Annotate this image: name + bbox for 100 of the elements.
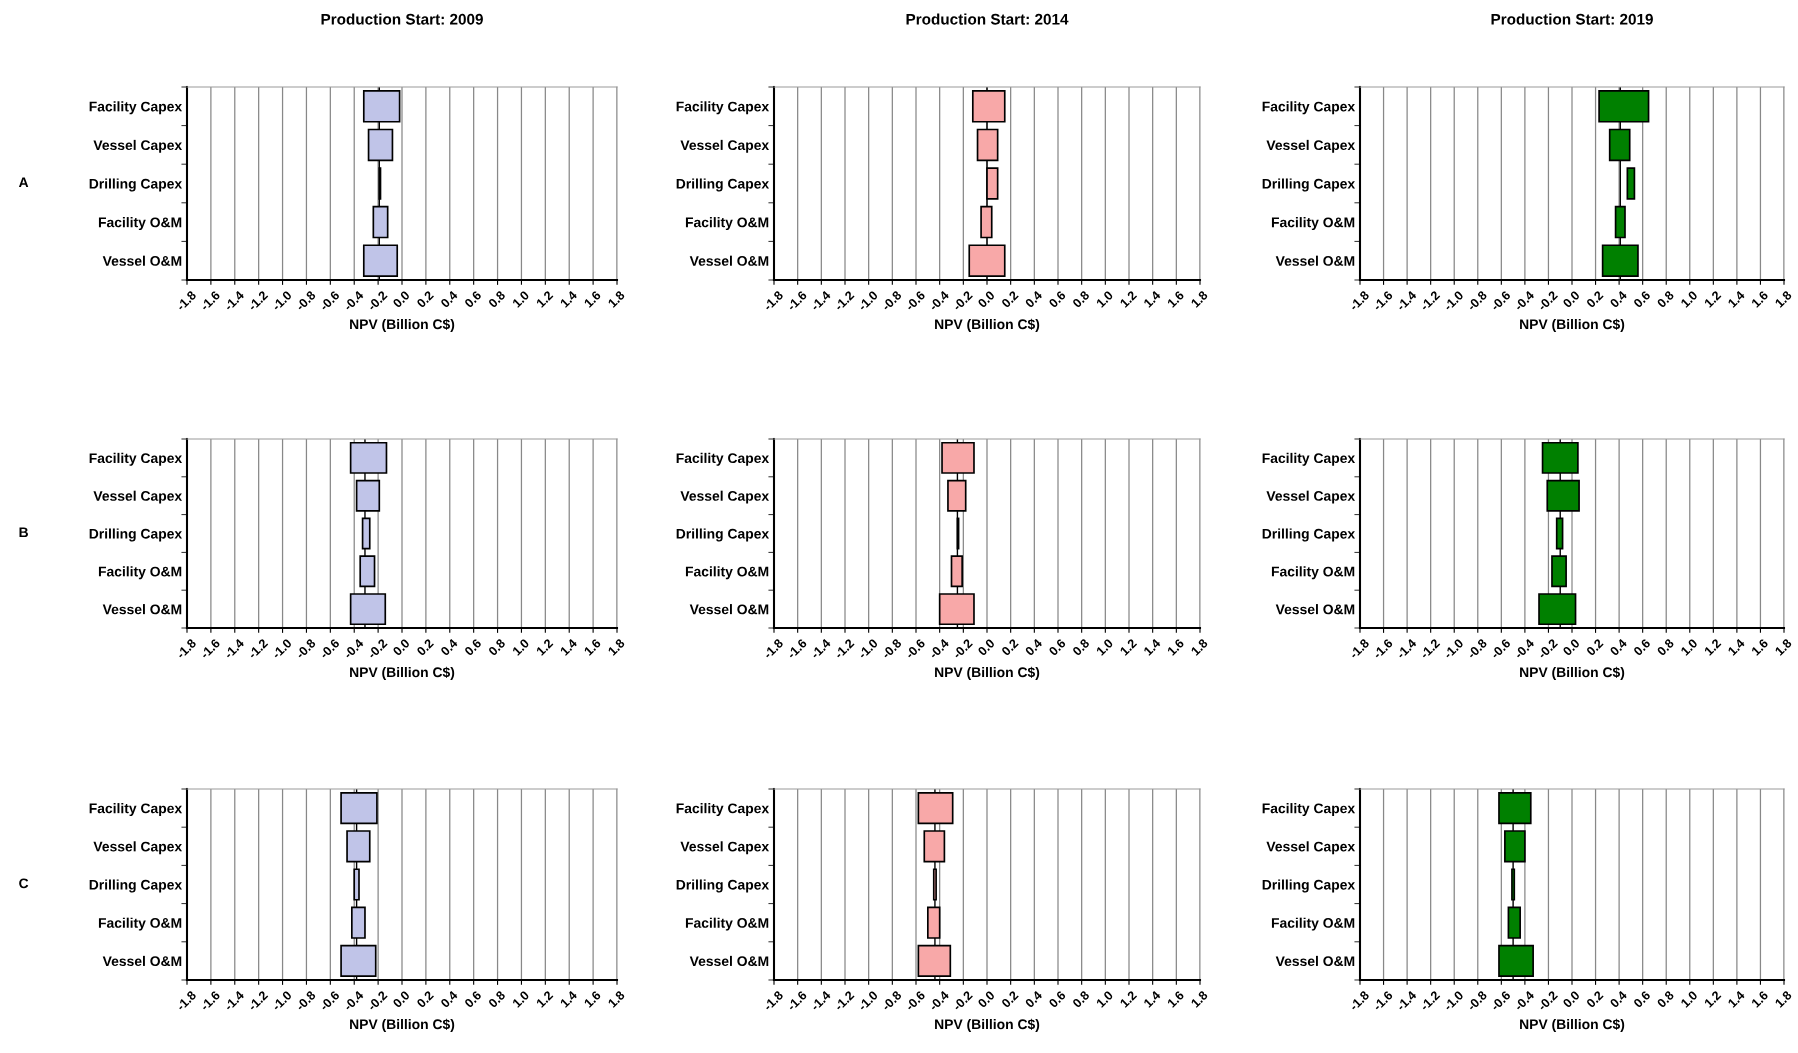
y-tick-label: Facility Capex bbox=[1262, 803, 1356, 817]
x-tick-label: 0.2 bbox=[1585, 290, 1604, 309]
x-tick-label: 1.2 bbox=[535, 990, 554, 1008]
x-tick-label: 0.4 bbox=[1609, 990, 1628, 1009]
x-tick-label: 1.2 bbox=[1119, 290, 1138, 308]
y-tick-label: Facility Capex bbox=[1262, 101, 1356, 115]
x-tick-label: -0.2 bbox=[1537, 638, 1559, 660]
x-tick-label: -1.6 bbox=[199, 638, 221, 660]
x-tick-label: -0.6 bbox=[904, 290, 926, 312]
y-tick-label: Vessel O&M bbox=[1275, 955, 1355, 967]
y-tick-label: Vessel Capex bbox=[680, 139, 770, 153]
x-tick-label: 0.6 bbox=[463, 290, 482, 309]
x-tick-label: -0.2 bbox=[952, 638, 973, 660]
x-tick-label: 1.8 bbox=[1190, 290, 1209, 308]
x-tick-label: 0.2 bbox=[1585, 638, 1604, 657]
y-tick-label: Facility Capex bbox=[676, 452, 770, 466]
x-tick-label: 1.0 bbox=[1095, 638, 1114, 656]
x-tick-label: 0.0 bbox=[977, 990, 996, 1009]
x-tick-label: 1.8 bbox=[1190, 990, 1209, 1008]
x-tick-label: 1.4 bbox=[1727, 290, 1746, 308]
y-tick-label: Facility Capex bbox=[89, 803, 183, 817]
x-tick-label: -1.4 bbox=[810, 638, 832, 660]
y-tick-label: Vessel Capex bbox=[680, 490, 770, 504]
x-tick-label: 0.4 bbox=[1024, 290, 1043, 309]
x-tick-label: -1.8 bbox=[175, 290, 197, 312]
x-tick-label: 1.4 bbox=[1727, 638, 1746, 656]
x-tick-label: 0.6 bbox=[463, 990, 482, 1009]
y-tick-label: Vessel O&M bbox=[102, 255, 182, 266]
x-tick-label: 0.2 bbox=[416, 290, 435, 309]
x-tick-label: 0.6 bbox=[1048, 638, 1067, 657]
x-tick-label: -0.8 bbox=[295, 290, 317, 312]
x-tick-label: 1.2 bbox=[535, 638, 554, 656]
x-tick-label: 1.6 bbox=[1166, 638, 1185, 656]
x-tick-label: 1.6 bbox=[1166, 990, 1185, 1008]
x-tick-label: 0.4 bbox=[440, 290, 459, 309]
x-tick-label: 1.2 bbox=[1703, 990, 1722, 1008]
chart-title: Production Start: 2014 bbox=[906, 13, 1069, 25]
x-tick-label: 1.4 bbox=[559, 290, 578, 308]
x-tick-label: -0.4 bbox=[928, 290, 950, 312]
x-tick-label: 1.2 bbox=[1119, 990, 1138, 1008]
x-tick-label: 1.8 bbox=[1190, 638, 1209, 656]
x-tick-label: 1.0 bbox=[511, 290, 530, 308]
x-tick-label: -1.6 bbox=[1372, 290, 1394, 312]
y-tick-label: Facility Capex bbox=[676, 101, 770, 115]
y-tick-label: Facility Capex bbox=[89, 101, 183, 115]
x-tick-label: 1.8 bbox=[607, 990, 626, 1008]
x-tick-label: -1.8 bbox=[1348, 290, 1370, 312]
x-tick-label: 1.8 bbox=[607, 290, 626, 308]
x-tick-label: -1.8 bbox=[1348, 638, 1370, 660]
x-axis-title: NPV (Billion C$) bbox=[350, 1018, 455, 1032]
x-tick-label: -1.8 bbox=[175, 638, 197, 660]
x-tick-label: -1.2 bbox=[1419, 638, 1441, 660]
x-tick-label: 1.6 bbox=[583, 638, 602, 656]
x-tick-label: 1.4 bbox=[559, 638, 578, 656]
x-tick-label: -0.8 bbox=[881, 638, 903, 660]
y-tick-label: Facility O&M bbox=[1271, 566, 1355, 580]
x-tick-label: 0.8 bbox=[1071, 638, 1090, 657]
y-tick-label: Drilling Capex bbox=[676, 528, 770, 542]
x-tick-label: -0.6 bbox=[904, 990, 926, 1012]
y-tick-label: Facility O&M bbox=[98, 566, 182, 580]
x-tick-label: 1.0 bbox=[511, 990, 530, 1008]
x-tick-label: -1.2 bbox=[833, 290, 855, 312]
x-tick-label: 0.2 bbox=[416, 990, 435, 1009]
x-tick-label: 0.8 bbox=[1656, 990, 1675, 1009]
x-tick-label: -0.8 bbox=[295, 990, 317, 1012]
x-tick-label: -1.2 bbox=[247, 638, 269, 660]
x-tick-label: 1.2 bbox=[1119, 638, 1138, 656]
x-tick-label: 0.2 bbox=[1585, 990, 1604, 1009]
y-tick-label: Facility O&M bbox=[685, 917, 769, 931]
y-tick-label: Facility Capex bbox=[1262, 452, 1356, 466]
x-tick-label: -0.6 bbox=[319, 638, 340, 660]
x-tick-label: 0.0 bbox=[977, 290, 996, 309]
x-tick-label: 0.2 bbox=[1000, 990, 1019, 1009]
x-axis-title: NPV (Billion C$) bbox=[935, 318, 1040, 332]
x-tick-label: 1.6 bbox=[1750, 638, 1769, 656]
y-tick-label: Vessel Capex bbox=[93, 139, 183, 153]
x-tick-label: 0.4 bbox=[1024, 990, 1043, 1009]
text: B bbox=[19, 527, 28, 538]
x-tick-label: -1.0 bbox=[271, 990, 293, 1012]
y-tick-label: Vessel O&M bbox=[102, 955, 182, 967]
x-tick-label: -0.4 bbox=[928, 638, 950, 660]
x-tick-label: 0.6 bbox=[463, 638, 482, 657]
x-tick-label: -1.8 bbox=[762, 990, 784, 1012]
y-tick-label: Vessel Capex bbox=[1266, 490, 1356, 504]
x-tick-label: 1.6 bbox=[1750, 990, 1769, 1008]
x-tick-label: -1.6 bbox=[199, 290, 221, 312]
x-tick-label: 0.4 bbox=[1609, 638, 1628, 657]
y-tick-label: Facility O&M bbox=[1271, 217, 1355, 231]
y-tick-label: Vessel O&M bbox=[1275, 604, 1355, 615]
y-tick-label: Vessel O&M bbox=[689, 255, 769, 266]
y-tick-label: Drilling Capex bbox=[1262, 178, 1356, 192]
x-tick-label: 1.2 bbox=[1703, 638, 1722, 656]
x-tick-label: 1.6 bbox=[1166, 290, 1185, 308]
y-tick-label: Vessel Capex bbox=[1266, 841, 1356, 855]
y-tick-label: Facility O&M bbox=[685, 566, 769, 580]
x-tick-label: -1.2 bbox=[247, 290, 269, 312]
x-tick-label: 0.0 bbox=[1562, 290, 1581, 309]
x-tick-label: -0.8 bbox=[1466, 638, 1488, 660]
x-tick-label: -0.6 bbox=[1490, 990, 1511, 1012]
x-tick-label: -0.2 bbox=[952, 290, 973, 312]
